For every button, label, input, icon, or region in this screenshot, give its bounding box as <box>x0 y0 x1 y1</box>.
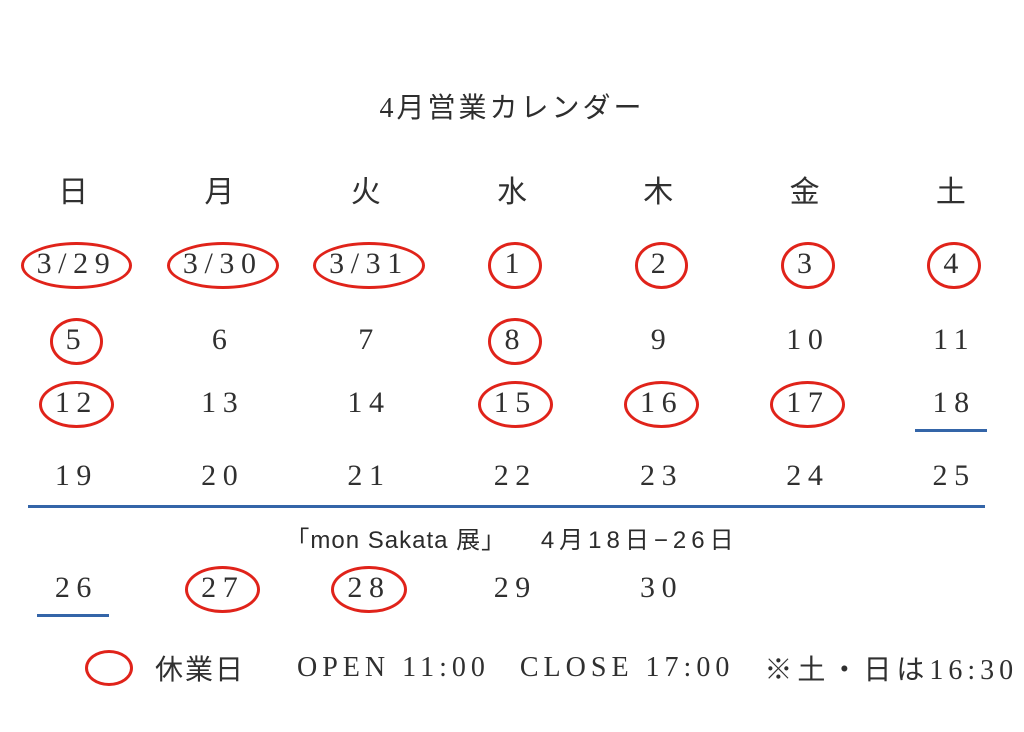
day-number: 14 <box>347 386 391 419</box>
calendar-day: 20 <box>146 450 292 504</box>
calendar-day: 28 <box>293 562 439 616</box>
page-title: 4月営業カレンダー <box>379 93 645 124</box>
week-row: 19 20 21 22 23 24 25 <box>0 450 1024 504</box>
closed-day-circle-icon <box>85 650 133 686</box>
close-hours-text: CLOSE 17:00 <box>519 652 735 683</box>
calendar-day <box>878 562 1024 616</box>
calendar-day: 22 <box>439 450 585 504</box>
closed-day-number: 5 <box>49 317 104 365</box>
day-number: 22 <box>493 459 537 492</box>
day-number: 11 <box>933 323 976 356</box>
calendar-day: 25 <box>878 450 1024 504</box>
day-number: 25 <box>932 459 976 492</box>
weekday-header: 日 <box>58 176 89 209</box>
day-number: 18 <box>932 386 976 419</box>
weekday-header: 月 <box>204 176 235 209</box>
closed-day-number: 15 <box>477 380 553 428</box>
calendar-day: 4 <box>878 238 1024 292</box>
day-number: 10 <box>786 323 830 356</box>
calendar-day: 3 <box>731 238 877 292</box>
calendar-day <box>731 562 877 616</box>
exhibition-period-line <box>28 505 985 508</box>
calendar-day: 23 <box>585 450 731 504</box>
day-number: 13 <box>201 386 245 419</box>
week-row: 5 6 7 8 9 10 11 <box>0 314 1024 368</box>
calendar-day: 24 <box>731 450 877 504</box>
calendar-day: 2 <box>585 238 731 292</box>
closed-day-number: 16 <box>623 380 700 428</box>
calendar-day: 5 <box>0 314 146 368</box>
open-hours-text: OPEN 11:00 <box>297 652 490 683</box>
closed-day-label: 休業日 <box>155 655 246 686</box>
closed-day-number: 4 <box>927 241 981 289</box>
calendar-day: 30 <box>585 562 731 616</box>
day-number: 20 <box>201 459 245 492</box>
day-number: 9 <box>650 323 673 356</box>
day-number: 23 <box>639 459 684 492</box>
day-number: 21 <box>347 459 391 492</box>
calendar-day: 21 <box>293 450 439 504</box>
closed-day-number: 17 <box>770 380 846 428</box>
calendar-day: 18 <box>878 377 1024 432</box>
calendar-day: 12 <box>0 377 146 431</box>
day-number: 26 <box>54 571 99 604</box>
day-number: 24 <box>786 459 830 492</box>
weekday-header: 火 <box>350 176 381 209</box>
closed-day-number: 8 <box>488 317 543 365</box>
weekday-header-row: 日月火水木金土 <box>0 162 1024 216</box>
calendar-day: 3/30 <box>146 238 292 292</box>
day-number: 6 <box>211 323 234 356</box>
closed-day-number: 3/31 <box>313 241 425 289</box>
calendar-day: 1 <box>439 238 585 292</box>
closed-day-number: 3/30 <box>166 241 279 289</box>
calendar-day: 27 <box>146 562 292 616</box>
weekday-header: 水 <box>496 176 527 209</box>
calendar-day: 7 <box>293 314 439 368</box>
calendar-day: 3/31 <box>293 238 439 292</box>
closed-day-number: 3 <box>781 241 835 289</box>
weekday-header: 金 <box>789 176 820 209</box>
calendar-day: 3/29 <box>0 238 146 292</box>
day-number: 29 <box>493 571 537 604</box>
weekday-header: 木 <box>643 176 674 209</box>
closed-day-number: 28 <box>331 565 407 613</box>
closed-day-number: 3/29 <box>20 241 133 289</box>
closed-day-number: 12 <box>38 380 115 428</box>
calendar-day: 9 <box>585 314 731 368</box>
calendar-day: 16 <box>585 377 731 431</box>
week-row: 12 13 14 15 16 17 18 <box>0 377 1024 432</box>
weekend-hours-note: ※土・日は16:30 <box>764 655 1019 686</box>
calendar-day: 11 <box>878 314 1024 368</box>
week-row: 3/29 3/30 3/31 1 2 3 4 <box>0 238 1024 292</box>
day-number: 30 <box>639 571 684 604</box>
closed-day-number: 27 <box>185 565 261 613</box>
calendar-day: 15 <box>439 377 585 431</box>
day-number: 7 <box>358 323 380 356</box>
exhibition-dates: 4月18日−26日 <box>540 527 739 554</box>
closed-day-number: 2 <box>634 241 689 289</box>
calendar-day: 19 <box>0 450 146 504</box>
week-row: 26 27 28 29 30 <box>0 562 1024 617</box>
weekday-header: 土 <box>935 176 966 209</box>
calendar-day: 17 <box>731 377 877 431</box>
calendar-day: 10 <box>731 314 877 368</box>
calendar-day: 6 <box>146 314 292 368</box>
closed-day-number: 1 <box>488 241 543 289</box>
calendar-day: 26 <box>0 562 146 617</box>
exhibition-day-underline <box>37 614 110 617</box>
calendar-day: 29 <box>439 562 585 616</box>
exhibition-caption: 「mon Sakata 展」 4月18日−26日 <box>0 520 1024 555</box>
exhibition-name: 「mon Sakata 展」 <box>285 527 507 554</box>
legend: 休業日 OPEN 11:00 CLOSE 17:00 ※土・日は16:30 <box>85 648 1018 688</box>
calendar-day: 14 <box>293 377 439 431</box>
calendar-day: 8 <box>439 314 585 368</box>
exhibition-day-underline <box>914 429 987 432</box>
day-number: 19 <box>54 459 99 492</box>
calendar-day: 13 <box>146 377 292 431</box>
